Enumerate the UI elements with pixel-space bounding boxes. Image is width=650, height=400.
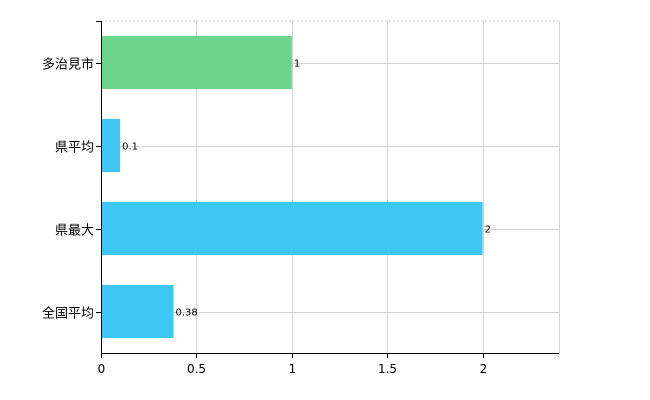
- bar: [101, 35, 292, 90]
- x-tick-label: 0.5: [187, 362, 206, 376]
- bar: [101, 284, 174, 339]
- category-label: 全国平均: [42, 306, 94, 322]
- bar: [101, 118, 121, 173]
- x-tick-label: 2: [480, 362, 488, 376]
- axes: [96, 21, 559, 358]
- category-label: 県最大: [55, 224, 94, 239]
- x-tick-label: 1.5: [378, 362, 397, 376]
- bar-value-label: 0.1: [122, 142, 138, 153]
- x-tick-label: 0: [98, 362, 106, 376]
- bar-value-label: 2: [485, 225, 491, 236]
- x-tick-label: 1: [289, 362, 297, 376]
- category-label: 多治見市: [42, 57, 94, 73]
- bar-value-label: 1: [294, 59, 300, 70]
- bar-value-label: 0.38: [176, 308, 198, 319]
- bar: [101, 201, 483, 256]
- category-label: 県平均: [55, 141, 94, 156]
- bars: [101, 35, 483, 339]
